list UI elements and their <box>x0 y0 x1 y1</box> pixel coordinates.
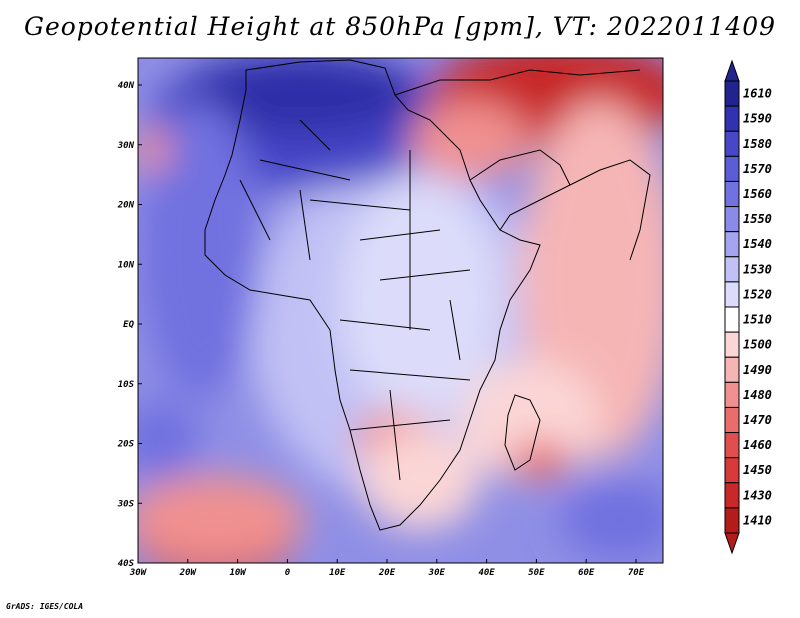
lon-label: 70E <box>628 568 645 578</box>
colorbar-label: 1490 <box>743 363 772 377</box>
lon-axis: 30W 20W 10W 0 10E 20E 30E 40E 50E 60E 70E <box>129 559 645 578</box>
lat-label: 40N <box>118 81 135 91</box>
colorbar-label: 1610 <box>743 87 772 101</box>
colorbar-label: 1580 <box>743 137 772 151</box>
lat-label: 30N <box>117 141 135 151</box>
footer-credit: GrADS: IGES/COLA <box>6 602 84 611</box>
lat-label: 20S <box>117 440 135 450</box>
colorbar-label: 1510 <box>743 313 772 327</box>
colorbar-top-arrow <box>724 59 740 82</box>
colorbar-swatch <box>724 406 740 434</box>
colorbar-label: 1550 <box>743 212 772 226</box>
height-field <box>138 58 663 563</box>
colorbar-label: 1500 <box>743 338 772 352</box>
colorbar-label: 1530 <box>743 262 772 276</box>
colorbar-swatch <box>724 105 740 132</box>
lon-label: 40E <box>478 568 495 578</box>
colorbar-label: 1470 <box>743 413 772 427</box>
lat-label: 10N <box>118 260 135 270</box>
lon-label: 20E <box>378 568 396 578</box>
colorbar-swatch <box>724 331 740 358</box>
colorbar-label: 1560 <box>743 187 772 201</box>
colorbar-swatch <box>724 306 740 333</box>
colorbar-bottom-arrow <box>724 532 740 555</box>
colorbar: 1610 1590 1580 1570 1560 1550 1540 1530 1520 1510… <box>724 59 772 555</box>
colorbar-swatch <box>724 256 740 283</box>
lon-label: 20W <box>179 568 198 578</box>
colorbar-label: 1460 <box>743 438 772 452</box>
map-frame <box>137 57 664 564</box>
coastlines <box>204 59 651 531</box>
colorbar-label: 1590 <box>743 112 772 126</box>
lon-label: 0 <box>285 568 291 578</box>
lon-label: 10E <box>329 568 346 578</box>
lon-label: 30E <box>428 568 446 578</box>
lat-label: 10S <box>118 380 135 390</box>
colorbar-swatch <box>724 281 740 308</box>
colorbar-label: 1540 <box>743 237 772 251</box>
colorbar-label: 1450 <box>743 463 772 477</box>
chart-title: Geopotential Height at 850hPa [gpm], VT:… <box>23 12 777 41</box>
lat-label: 20N <box>117 201 135 211</box>
colorbar-swatch <box>724 80 740 107</box>
lon-label: 30W <box>129 568 148 578</box>
colorbar-swatch <box>724 180 740 208</box>
colorbar-label: 1430 <box>743 488 772 502</box>
colorbar-swatch <box>724 507 740 534</box>
colorbar-swatch <box>724 432 740 459</box>
lon-label: 60E <box>578 568 595 578</box>
colorbar-swatch <box>724 381 740 408</box>
lon-label: 50E <box>528 568 545 578</box>
colorbar-swatch <box>724 482 740 509</box>
colorbar-swatch <box>724 130 740 157</box>
colorbar-swatch <box>724 356 740 383</box>
lat-label: 40S <box>118 559 135 569</box>
colorbar-swatch <box>724 206 740 233</box>
colorbar-label: 1480 <box>743 388 772 402</box>
lon-label: 10W <box>229 568 247 578</box>
colorbar-label: 1410 <box>743 513 772 527</box>
lat-axis: 40N 30N 20N 10N EQ 10S 20S 30S 40S <box>117 81 142 569</box>
colorbar-swatch <box>724 231 740 258</box>
lat-label: EQ <box>123 320 134 330</box>
lat-label: 30S <box>117 499 135 509</box>
colorbar-label: 1570 <box>743 162 772 176</box>
colorbar-label: 1520 <box>743 287 772 301</box>
colorbar-swatch <box>724 155 740 182</box>
colorbar-swatch <box>724 457 740 484</box>
